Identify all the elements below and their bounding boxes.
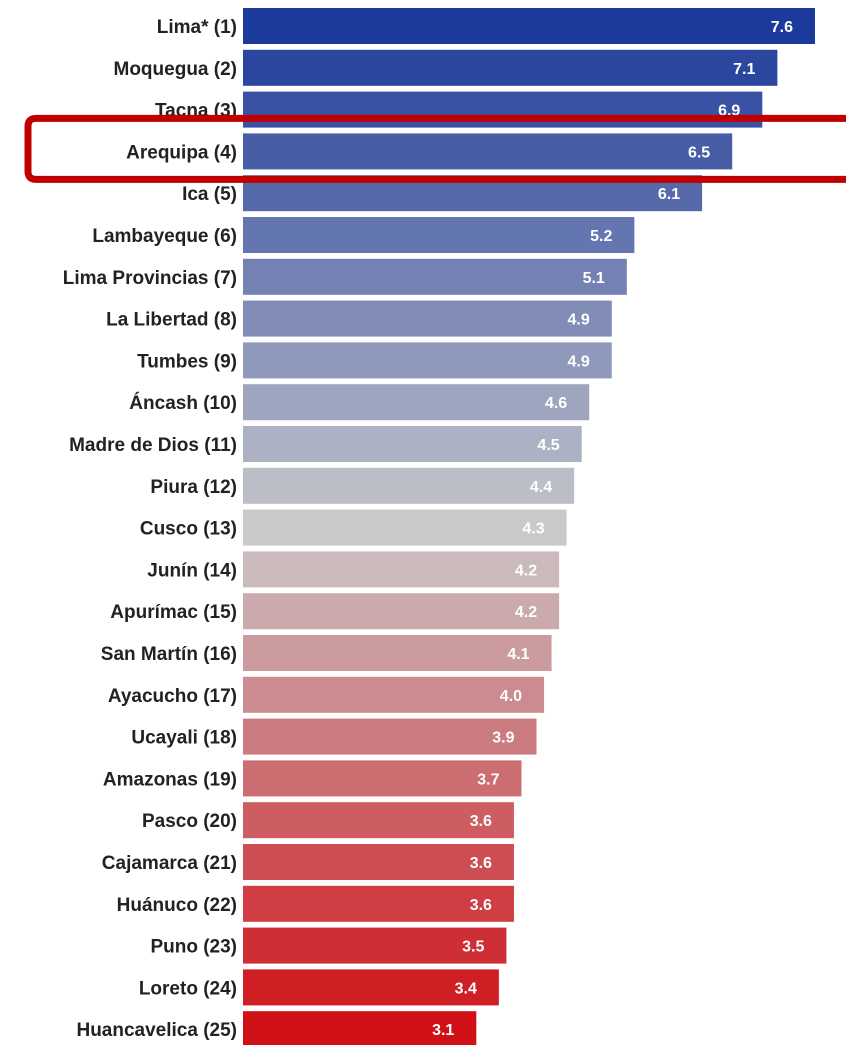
bar xyxy=(243,49,778,86)
category-label: Tumbes (9) xyxy=(137,351,237,372)
value-label: 5.2 xyxy=(590,228,612,245)
category-label: Madre de Dios (11) xyxy=(69,435,237,456)
category-labels-group: Lima* (1)Moquegua (2)Tacna (3)Arequipa (… xyxy=(63,17,237,1041)
bar xyxy=(243,300,612,337)
category-label: Pasco (20) xyxy=(142,811,237,832)
bar xyxy=(243,760,522,797)
category-label: Áncash (10) xyxy=(129,392,237,414)
bar xyxy=(243,551,560,588)
value-label: 4.4 xyxy=(530,479,552,496)
value-label: 3.7 xyxy=(477,771,499,788)
category-label: Amazonas (19) xyxy=(103,769,237,790)
value-label: 4.5 xyxy=(537,437,559,454)
bar xyxy=(243,133,733,170)
bar xyxy=(243,593,560,630)
bar xyxy=(243,1011,477,1045)
bar xyxy=(243,509,567,546)
category-label: Ayacucho (17) xyxy=(108,686,237,707)
category-label: La Libertad (8) xyxy=(106,310,237,331)
bar xyxy=(243,676,545,713)
bar xyxy=(243,927,507,964)
category-label: Piura (12) xyxy=(150,477,237,498)
bar xyxy=(243,718,537,755)
category-label: Moquegua (2) xyxy=(114,59,238,80)
value-label: 6.1 xyxy=(658,186,680,203)
value-label: 6.5 xyxy=(688,144,710,161)
category-label: Puno (23) xyxy=(150,937,237,958)
bar xyxy=(243,258,627,295)
category-label: San Martín (16) xyxy=(101,644,237,665)
bar xyxy=(243,8,815,44)
category-label: Ica (5) xyxy=(182,184,237,205)
category-label: Loreto (24) xyxy=(139,978,237,999)
value-label: 4.2 xyxy=(515,604,537,621)
bar xyxy=(243,844,514,880)
value-label: 7.1 xyxy=(733,61,755,78)
value-label: 3.5 xyxy=(462,939,484,956)
value-label: 3.9 xyxy=(492,730,514,747)
value-label: 3.6 xyxy=(470,897,492,914)
category-label: Cusco (13) xyxy=(140,519,237,540)
category-label: Arequipa (4) xyxy=(126,142,237,163)
bar xyxy=(243,91,763,128)
bar xyxy=(243,635,552,671)
bar xyxy=(243,802,514,839)
value-label: 4.1 xyxy=(507,646,529,663)
value-label: 4.9 xyxy=(568,312,590,329)
bar xyxy=(243,217,635,253)
category-label: Lima Provincias (7) xyxy=(63,268,237,289)
value-label: 4.0 xyxy=(500,688,522,705)
value-label: 5.1 xyxy=(583,270,605,287)
category-label: Junín (14) xyxy=(147,560,237,581)
bar xyxy=(243,342,612,379)
bars-group xyxy=(243,8,815,1045)
value-label: 4.9 xyxy=(568,353,590,370)
value-labels-group: 7.67.16.96.56.15.25.14.94.94.64.54.44.34… xyxy=(432,19,793,1039)
bar xyxy=(243,885,514,922)
category-label: Huánuco (22) xyxy=(117,895,237,916)
highlight-group xyxy=(24,114,846,183)
category-label: Apurímac (15) xyxy=(110,602,237,623)
bar xyxy=(243,467,575,504)
category-label: Cajamarca (21) xyxy=(102,853,237,874)
value-label: 4.3 xyxy=(522,521,544,538)
bar xyxy=(243,969,499,1006)
value-label: 3.6 xyxy=(470,813,492,830)
value-label: 4.6 xyxy=(545,395,567,412)
bar xyxy=(243,426,582,462)
value-label: 3.4 xyxy=(455,980,477,997)
highlight-box xyxy=(24,114,846,183)
value-label: 3.1 xyxy=(432,1022,454,1039)
value-label: 3.6 xyxy=(470,855,492,872)
category-label: Lambayeque (6) xyxy=(92,226,237,247)
bar xyxy=(243,384,590,421)
category-label: Ucayali (18) xyxy=(131,728,237,749)
category-label: Lima* (1) xyxy=(157,17,237,38)
category-label: Huancavelica (25) xyxy=(76,1020,237,1041)
value-label: 7.6 xyxy=(771,19,793,36)
value-label: 4.2 xyxy=(515,562,537,579)
